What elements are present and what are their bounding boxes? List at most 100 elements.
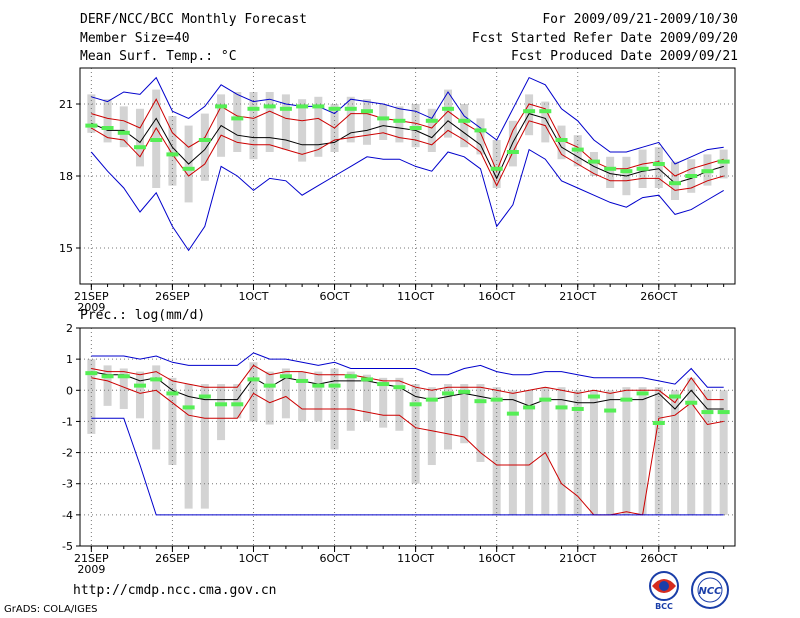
prec-spread-bar — [460, 384, 469, 444]
prec-spread-bar — [638, 387, 647, 515]
temp-xtick-label: 26SEP — [155, 290, 190, 303]
prec-line-upper — [91, 364, 724, 404]
member-size-label: Member Size=40 — [80, 31, 190, 46]
temp-ensemble-marker — [85, 123, 98, 128]
source-url[interactable]: http://cmdp.ncc.cma.gov.cn — [73, 583, 277, 598]
ncc-logo-icon: NCC — [691, 571, 729, 609]
prec-ensemble-marker — [215, 402, 228, 407]
temp-spread-bar — [103, 99, 112, 143]
temp-ensemble-marker — [312, 104, 325, 109]
temp-ensemble-marker — [717, 159, 730, 164]
prec-ensemble-marker — [150, 377, 163, 382]
prec-ensemble-marker — [555, 405, 568, 410]
temp-ensemble-marker — [215, 104, 228, 109]
temp-ensemble-marker — [636, 166, 649, 171]
prec-ensemble-marker — [231, 402, 244, 407]
temp-ensemble-marker — [506, 150, 519, 154]
temp-ensemble-marker — [117, 130, 130, 135]
prec-ensemble-marker — [117, 374, 130, 379]
temp-ensemble-marker — [166, 152, 179, 157]
temp-ensemble-marker — [150, 138, 163, 142]
bcc-logo-text: BCC — [655, 602, 673, 610]
prec-spread-bar — [654, 387, 663, 515]
prec-ensemble-marker — [685, 400, 698, 405]
prec-ensemble-marker — [328, 383, 341, 388]
temp-ensemble-marker — [620, 169, 633, 174]
header-title: DERF/NCC/BCC Monthly Forecast — [80, 12, 307, 27]
prec-spread-bar — [671, 390, 680, 515]
prec-ensemble-marker — [85, 371, 98, 376]
temp-spread-bar — [298, 99, 307, 162]
temp-line-min — [90, 148, 724, 252]
temp-spread-bar — [719, 149, 728, 179]
prec-spread-bar — [719, 390, 728, 515]
temp-spread-bar — [671, 161, 680, 200]
temp-line-upper — [91, 98, 724, 177]
temp-ensemble-marker — [328, 106, 341, 111]
temp-spread-bar — [249, 92, 258, 160]
temp-spread-bar — [135, 108, 144, 167]
prec-ensemble-marker — [360, 377, 373, 382]
prec-ytick-label: 2 — [66, 322, 73, 335]
temp-spread-bar — [444, 89, 453, 138]
prec-spread-bar — [589, 390, 598, 515]
temp-ensemble-marker — [539, 109, 552, 114]
prec-ytick-label: -2 — [62, 447, 73, 460]
prec-ensemble-marker — [458, 389, 471, 394]
prec-ensemble-marker — [717, 410, 730, 415]
temp-ytick-label: 21 — [59, 98, 73, 111]
prec-spread-bar — [379, 377, 388, 428]
temp-spread-bar — [654, 147, 663, 188]
prec-line-mean — [91, 371, 724, 410]
precip-label: Prec.: log(mm/d) — [80, 308, 206, 323]
temp-spread-bar — [362, 99, 371, 145]
prec-ytick-label: -5 — [62, 540, 73, 553]
prec-spread-bar — [119, 368, 128, 409]
temp-xtick-label: 16OCT — [478, 290, 515, 303]
temp-spread-bar — [589, 152, 598, 176]
temp-spread-bar — [427, 108, 436, 152]
temp-spread-bar — [460, 104, 469, 148]
temp-line-lower — [91, 120, 724, 191]
prec-ensemble-marker — [652, 420, 665, 425]
prec-spread-bar — [184, 384, 193, 509]
temp-ensemble-marker — [409, 126, 422, 130]
prec-spread-bar — [103, 365, 112, 406]
bcc-logo-icon: BCC — [649, 571, 679, 610]
prec-ytick-label: -3 — [62, 478, 73, 491]
temp-line-mean — [91, 113, 724, 184]
prec-ensemble-marker — [279, 374, 292, 379]
temp-spread-bar — [606, 156, 615, 188]
temp-spread-bar — [168, 116, 177, 186]
temp-spread-bar — [233, 92, 242, 152]
prec-spread-bar — [249, 362, 258, 422]
temp-spread-bar — [476, 118, 485, 155]
temp-xtick-label: 21OCT — [559, 290, 596, 303]
prec-ensemble-marker — [166, 391, 179, 396]
prec-xtick-label: 1OCT — [238, 552, 268, 565]
temp-xtick-label: 11OCT — [397, 290, 434, 303]
prec-ensemble-marker — [296, 378, 309, 383]
prec-spread-bar — [541, 387, 550, 515]
prec-ensemble-marker — [442, 391, 455, 396]
temp-ensemble-marker — [133, 145, 146, 150]
temp-ensemble-marker — [377, 116, 390, 121]
prec-spread-bar — [314, 371, 323, 422]
prec-ensemble-marker — [133, 383, 146, 388]
temp-line-max — [91, 76, 724, 165]
prec-ensemble-marker — [620, 397, 633, 402]
prec-ensemble-marker — [312, 383, 325, 388]
temp-spread-bar — [314, 96, 323, 157]
temp-ensemble-marker — [344, 106, 357, 111]
temp-ensemble-marker — [458, 118, 471, 123]
temp-xtick-label: 1OCT — [238, 290, 268, 303]
temp-ensemble-marker — [474, 128, 487, 133]
temp-ytick-label: 15 — [59, 242, 73, 255]
temp-ensemble-marker — [198, 138, 211, 142]
prec-line-min — [91, 417, 724, 516]
temp-ensemble-marker — [182, 166, 195, 171]
temp-xtick-year: 2009 — [77, 301, 105, 314]
prec-ensemble-marker — [523, 405, 536, 410]
temp-spread-bar — [411, 104, 420, 148]
